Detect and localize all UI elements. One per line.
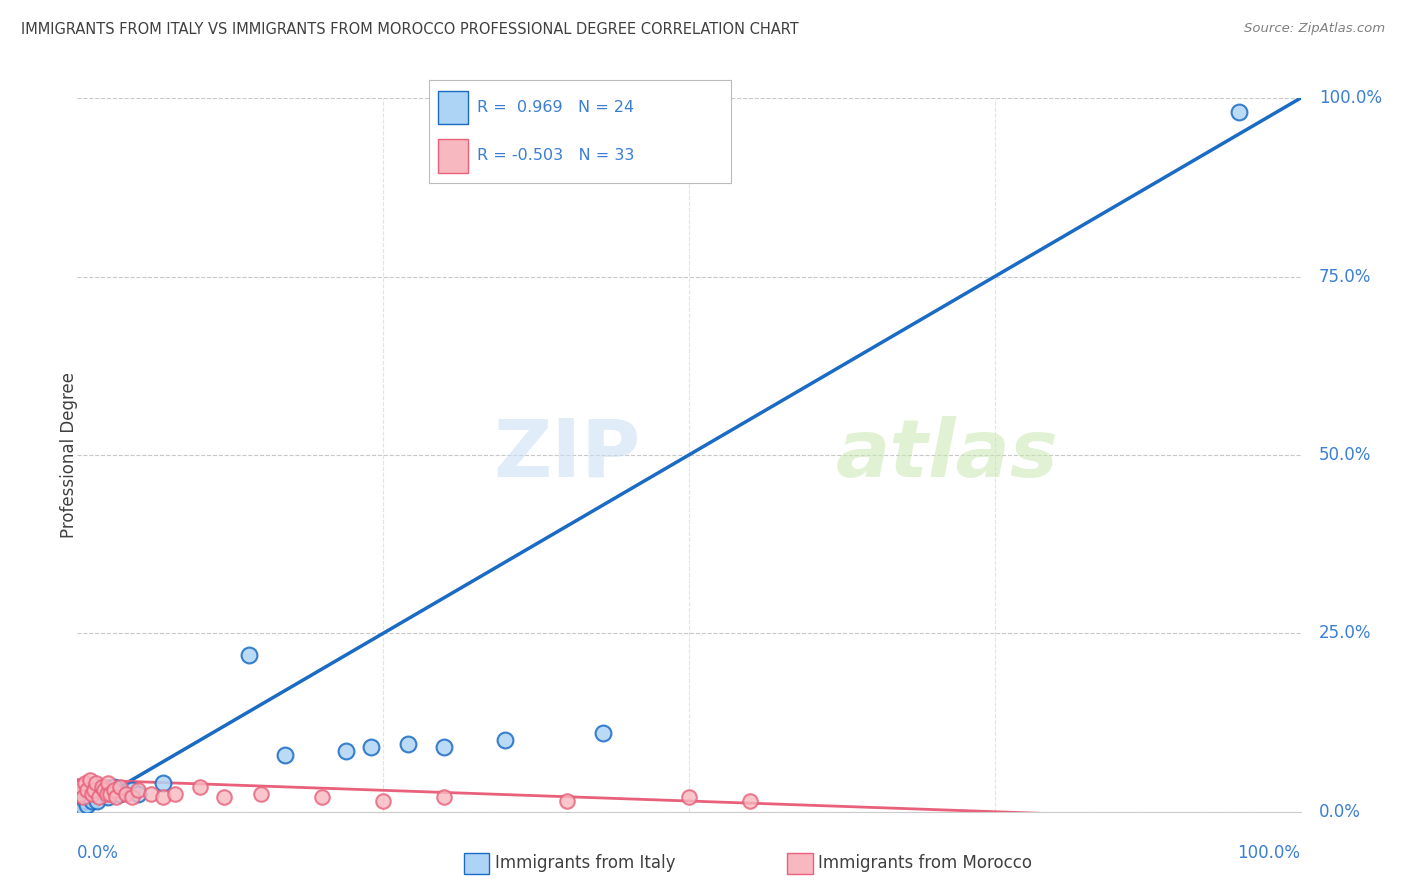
Y-axis label: Professional Degree: Professional Degree [60,372,77,538]
Text: R =  0.969   N = 24: R = 0.969 N = 24 [477,101,634,115]
Text: Source: ZipAtlas.com: Source: ZipAtlas.com [1244,22,1385,36]
Point [335,744,357,758]
Point [97,776,120,790]
Text: 100.0%: 100.0% [1237,844,1301,862]
Point [238,648,260,662]
Point [212,790,235,805]
Point [433,740,456,755]
Point [433,790,456,805]
Point [80,787,103,801]
Point [121,783,143,797]
Point [98,787,121,801]
Point [108,787,131,801]
Text: 25.0%: 25.0% [1319,624,1371,642]
Point [108,780,131,794]
Text: atlas: atlas [835,416,1059,494]
Point [89,790,111,805]
Text: 0.0%: 0.0% [1319,803,1361,821]
Text: Immigrants from Italy: Immigrants from Italy [495,855,675,872]
Point [1229,105,1251,120]
Point [70,780,93,794]
Point [152,776,174,790]
Text: ZIP: ZIP [494,416,641,494]
Point [80,794,103,808]
Point [250,787,273,801]
Point [90,780,112,794]
Point [371,794,394,808]
Point [678,790,700,805]
Text: 100.0%: 100.0% [1319,89,1382,107]
Point [96,787,118,801]
Point [90,783,112,797]
Point [79,790,101,805]
Point [188,780,211,794]
Point [72,801,94,815]
Point [83,783,105,797]
Text: R = -0.503   N = 33: R = -0.503 N = 33 [477,148,634,163]
Text: 50.0%: 50.0% [1319,446,1371,464]
Point [76,797,98,812]
Point [139,787,162,801]
Point [274,747,297,762]
Text: Immigrants from Morocco: Immigrants from Morocco [818,855,1032,872]
Point [72,790,94,805]
Point [86,794,108,808]
Point [93,783,115,797]
Point [103,783,125,797]
Point [121,790,143,805]
Point [115,787,138,801]
Point [103,780,125,794]
Point [127,787,149,801]
Text: 0.0%: 0.0% [77,844,120,862]
Point [592,726,614,740]
Point [75,794,97,808]
Point [70,797,93,812]
Point [311,790,333,805]
Point [165,787,187,801]
Point [127,783,149,797]
Point [152,790,174,805]
Text: IMMIGRANTS FROM ITALY VS IMMIGRANTS FROM MOROCCO PROFESSIONAL DEGREE CORRELATION: IMMIGRANTS FROM ITALY VS IMMIGRANTS FROM… [21,22,799,37]
Text: 75.0%: 75.0% [1319,268,1371,285]
Bar [437,139,468,173]
Point [69,787,91,801]
Bar [437,91,468,124]
Point [76,783,98,797]
Point [83,787,105,801]
Point [360,740,382,755]
Point [105,790,128,805]
Point [555,794,578,808]
Point [84,776,107,790]
Point [97,790,120,805]
Point [740,794,762,808]
Point [495,733,517,747]
Point [73,776,96,790]
Point [79,772,101,787]
Point [396,737,419,751]
